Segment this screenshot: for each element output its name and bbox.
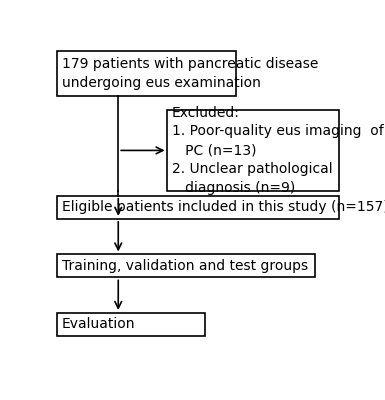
Text: Eligible patients included in this study (n=157): Eligible patients included in this study… [62, 200, 385, 214]
Text: Training, validation and test groups: Training, validation and test groups [62, 259, 308, 273]
Text: Excluded:
1. Poor-quality eus imaging  of
   PC (n=13)
2. Unclear pathological
 : Excluded: 1. Poor-quality eus imaging of… [172, 106, 384, 195]
Text: Evaluation: Evaluation [62, 318, 135, 332]
FancyBboxPatch shape [57, 196, 339, 219]
FancyBboxPatch shape [57, 254, 315, 278]
FancyBboxPatch shape [167, 110, 339, 191]
FancyBboxPatch shape [57, 313, 205, 336]
Text: 179 patients with pancreatic disease
undergoing eus examination: 179 patients with pancreatic disease und… [62, 57, 318, 90]
FancyBboxPatch shape [57, 51, 236, 96]
